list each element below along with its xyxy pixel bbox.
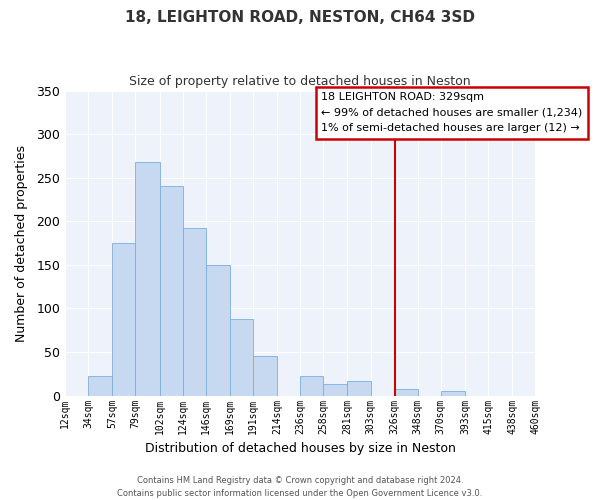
Text: 18 LEIGHTON ROAD: 329sqm
← 99% of detached houses are smaller (1,234)
1% of semi: 18 LEIGHTON ROAD: 329sqm ← 99% of detach… xyxy=(322,92,583,134)
Title: Size of property relative to detached houses in Neston: Size of property relative to detached ho… xyxy=(130,75,471,88)
X-axis label: Distribution of detached houses by size in Neston: Distribution of detached houses by size … xyxy=(145,442,455,455)
Bar xyxy=(136,162,160,396)
Y-axis label: Number of detached properties: Number of detached properties xyxy=(15,144,28,342)
Bar xyxy=(160,186,182,396)
Text: Contains HM Land Registry data © Crown copyright and database right 2024.
Contai: Contains HM Land Registry data © Crown c… xyxy=(118,476,482,498)
Bar xyxy=(206,265,230,396)
Bar xyxy=(347,381,371,396)
Bar xyxy=(112,243,136,396)
Bar xyxy=(323,384,347,396)
Bar xyxy=(182,228,206,396)
Bar xyxy=(253,356,277,396)
Text: 18, LEIGHTON ROAD, NESTON, CH64 3SD: 18, LEIGHTON ROAD, NESTON, CH64 3SD xyxy=(125,10,475,25)
Bar xyxy=(395,388,418,396)
Bar xyxy=(441,392,465,396)
Bar xyxy=(230,319,253,396)
Bar xyxy=(300,376,323,396)
Bar xyxy=(88,376,112,396)
